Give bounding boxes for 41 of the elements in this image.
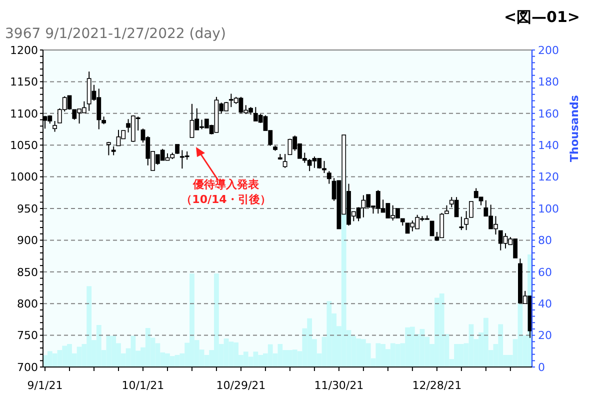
candlestick bbox=[52, 120, 57, 132]
annotation: 優待導入発表 bbox=[192, 178, 260, 191]
candlestick bbox=[430, 220, 434, 236]
y2-tick-label: 120 bbox=[538, 170, 559, 184]
x-tick-label: 10/1/21 bbox=[122, 379, 164, 392]
y-tick-label: 700 bbox=[17, 360, 38, 374]
y2-tick-label: 60 bbox=[538, 266, 552, 279]
y-tick-label: 750 bbox=[17, 329, 38, 342]
x-tick-label: 10/29/21 bbox=[216, 379, 266, 392]
x-tick-label: 12/28/21 bbox=[412, 379, 462, 392]
y2-axis-title: Thousands bbox=[568, 94, 581, 162]
y2-tick-label: 40 bbox=[538, 297, 552, 310]
y2-tick-label: 140 bbox=[538, 138, 559, 152]
y-tick-label: 1150 bbox=[10, 76, 38, 89]
candlestick bbox=[464, 210, 469, 231]
y-tick-label: 1200 bbox=[10, 44, 38, 57]
y2-tick-label: 20 bbox=[538, 329, 552, 342]
candlestick bbox=[459, 216, 464, 231]
y-tick-label: 950 bbox=[17, 202, 38, 216]
y2-tick-label: 200 bbox=[538, 44, 559, 57]
y-tick-label: 900 bbox=[17, 234, 38, 248]
y2-tick-label: 160 bbox=[538, 107, 559, 120]
x-tick-label: 11/30/21 bbox=[314, 379, 364, 392]
y-tick-label: 1100 bbox=[10, 107, 38, 120]
chart-title: <図—01> bbox=[504, 8, 580, 26]
candlestick bbox=[282, 153, 288, 168]
y-tick-label: 800 bbox=[17, 297, 38, 310]
y2-tick-label: 0 bbox=[538, 360, 545, 374]
candlestick bbox=[469, 201, 474, 218]
x-tick-label: 9/1/21 bbox=[27, 379, 63, 392]
annotation: （10/14・引後） bbox=[181, 193, 271, 206]
y2-tick-label: 80 bbox=[538, 234, 552, 248]
candlestick bbox=[326, 170, 332, 184]
y-tick-label: 1050 bbox=[10, 138, 38, 152]
y-tick-label: 850 bbox=[17, 266, 38, 279]
candlestick bbox=[106, 141, 111, 156]
y2-tick-label: 100 bbox=[538, 202, 559, 216]
y-tick-label: 1000 bbox=[10, 170, 38, 184]
chart-subtitle: 3967 9/1/2021-1/27/2022 (day) bbox=[5, 26, 226, 42]
candlestick bbox=[175, 144, 180, 154]
y2-tick-label: 180 bbox=[538, 76, 559, 89]
